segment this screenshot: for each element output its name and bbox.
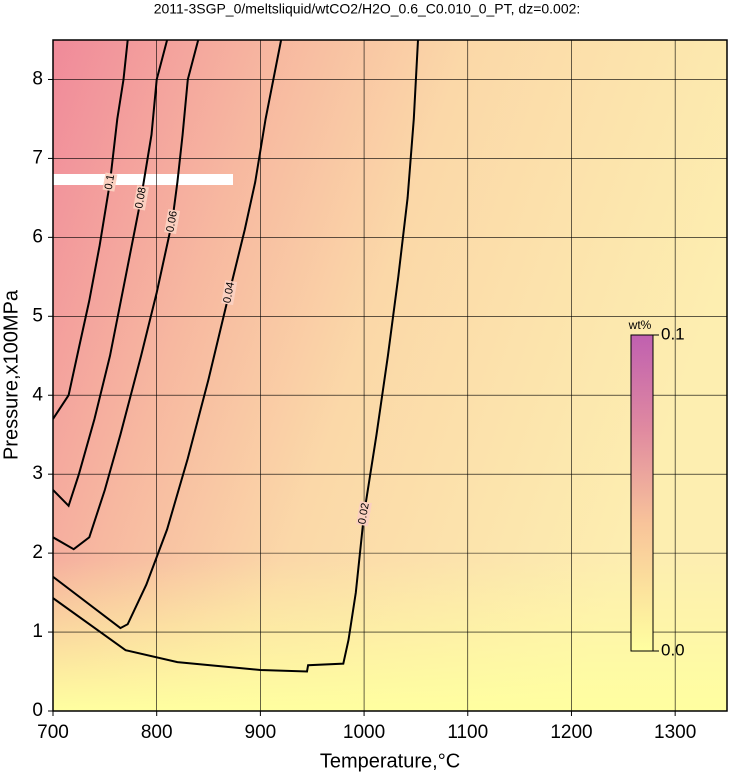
colorbar-tick-label: 0.1 — [661, 324, 685, 343]
contour-label: 0.02 — [356, 502, 372, 525]
plot-frame — [52, 39, 728, 712]
colorbar-title: wt% — [628, 318, 652, 332]
chart-title: 2011-3SGP_0/meltsliquid/wtCO2/H2O_0.6_C0… — [154, 1, 581, 17]
x-tick-label: 800 — [141, 722, 173, 743]
plot-background-low — [53, 560, 727, 711]
colorbar-tick-label: 0.0 — [661, 640, 685, 659]
y-tick-label: 1 — [32, 621, 43, 642]
contour-label-bg — [133, 185, 149, 211]
contour-line — [53, 40, 169, 508]
x-tick-label: 1000 — [343, 722, 385, 743]
y-tick-label: 4 — [32, 384, 43, 405]
contour-label-bg — [164, 208, 181, 235]
missing-data-band — [53, 174, 233, 185]
contour-label-bg — [356, 501, 372, 527]
y-tick-label: 8 — [32, 68, 43, 89]
contour-label: 0.1 — [103, 174, 117, 191]
x-tick-label: 1300 — [654, 722, 696, 743]
x-axis-label: Temperature,°C — [320, 750, 460, 772]
contour-label-bg — [221, 280, 238, 306]
contour-label: 0.06 — [164, 210, 180, 233]
y-axis-label: Pressure,x100MPa — [0, 289, 22, 460]
x-tick-label: 900 — [245, 722, 277, 743]
contour-label: 0.04 — [221, 281, 237, 304]
contour-line — [53, 40, 200, 551]
colorbar — [630, 334, 654, 652]
y-tick-label: 2 — [32, 542, 43, 563]
x-tick-label: 700 — [37, 722, 69, 743]
contour-line — [53, 40, 283, 630]
y-tick-label: 7 — [32, 147, 43, 168]
y-tick-label: 0 — [32, 700, 43, 721]
y-tick-label: 6 — [32, 226, 43, 247]
x-tick-label: 1100 — [447, 722, 488, 743]
contour-label-bg — [102, 172, 118, 192]
plot-area: 0.02 0.04 0.06 0.08 0.1 — [53, 40, 727, 711]
contour-label: 0.08 — [133, 186, 149, 209]
contour-line — [53, 40, 129, 420]
x-tick-label: 1200 — [550, 722, 592, 743]
y-tick-label: 5 — [32, 305, 43, 326]
contour-line — [53, 40, 419, 673]
y-tick-label: 3 — [32, 463, 43, 484]
